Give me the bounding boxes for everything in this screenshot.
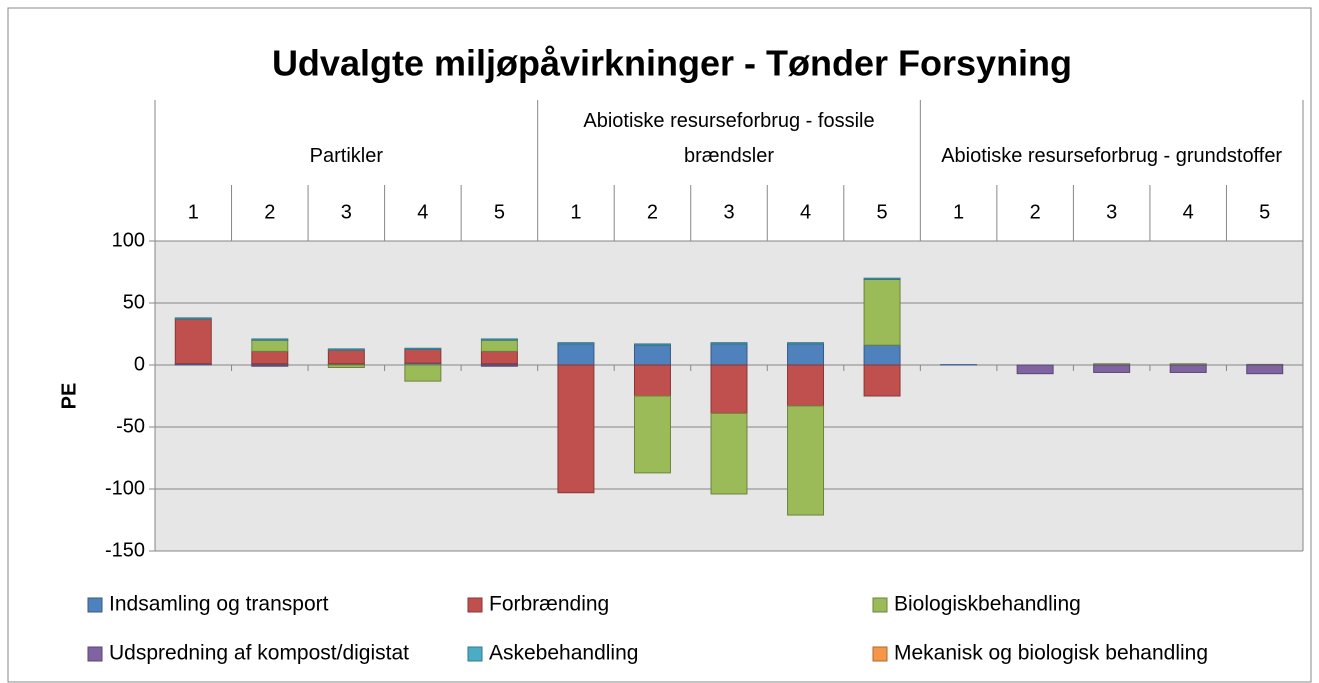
y-tick-label: -100 — [105, 477, 145, 499]
legend-swatch — [872, 646, 888, 662]
legend-label: Askebehandling — [489, 642, 638, 665]
bar-segment — [404, 347, 442, 351]
x-tick-label: 5 — [877, 201, 888, 223]
x-tick-label: 3 — [723, 201, 734, 223]
bar-segment — [327, 364, 365, 368]
legend-swatch — [87, 646, 103, 662]
x-tick-label: 2 — [264, 201, 275, 223]
bar-segment — [787, 364, 825, 407]
bar-segment — [327, 349, 365, 365]
y-axis-label: PE — [58, 383, 80, 410]
x-tick-label: 3 — [1106, 201, 1117, 223]
bar-segment — [251, 339, 289, 352]
legend-swatch — [87, 597, 103, 613]
legend-label: Indsamling og transport — [109, 593, 329, 616]
bar-segment — [480, 364, 518, 367]
legend-swatch — [872, 597, 888, 613]
bar-segment — [174, 317, 212, 320]
bar-segment — [1016, 364, 1054, 375]
bar-segment — [633, 395, 671, 474]
bar-segment — [1246, 364, 1284, 375]
group-label: Abiotiske resurseforbrug - grundstoffer — [941, 145, 1283, 167]
bar-segment — [710, 342, 748, 345]
x-tick-label: 4 — [800, 201, 811, 223]
bar-segment — [710, 364, 748, 414]
bar-segment — [787, 405, 825, 516]
legend-label: Biologiskbehandling — [894, 593, 1081, 616]
bar-segment — [251, 364, 289, 367]
x-tick-label: 2 — [647, 201, 658, 223]
bar-segment — [174, 318, 212, 365]
bar-segment — [404, 364, 442, 382]
bar-segment — [710, 343, 748, 366]
bar-segment — [557, 343, 595, 366]
bar-segment — [633, 364, 671, 397]
y-tick-label: 50 — [123, 291, 145, 313]
bar-segment — [480, 339, 518, 352]
y-tick-label: -150 — [105, 539, 145, 561]
x-tick-label: 2 — [1030, 201, 1041, 223]
x-tick-label: 1 — [570, 201, 581, 223]
bar-segment — [557, 364, 595, 494]
chart-title: Udvalgte miljøpåvirkninger - Tønder Fors… — [272, 43, 1072, 84]
y-tick-label: 0 — [134, 353, 145, 375]
x-tick-label: 1 — [953, 201, 964, 223]
x-tick-label: 5 — [1259, 201, 1270, 223]
bar-segment — [557, 342, 595, 345]
bar-segment — [480, 338, 518, 341]
x-tick-label: 5 — [494, 201, 505, 223]
bar-segment — [633, 344, 671, 366]
bar-segment — [787, 343, 825, 366]
y-tick-label: 100 — [112, 229, 145, 251]
bar-segment — [633, 343, 671, 346]
bar-segment — [251, 350, 289, 365]
bar-segment — [327, 348, 365, 351]
bar-segment — [404, 349, 442, 364]
legend-swatch — [467, 597, 483, 613]
bar-segment — [1093, 364, 1131, 373]
bar-segment — [787, 342, 825, 345]
legend-label: Forbrænding — [489, 593, 609, 616]
bar-segment — [1169, 364, 1207, 373]
bar-segment — [480, 350, 518, 365]
bar-segment — [863, 278, 901, 346]
bar-segment — [710, 412, 748, 495]
bar-segment — [251, 338, 289, 341]
group-label: Abiotiske resurseforbrug - fossile brænd… — [583, 110, 875, 167]
x-tick-label: 4 — [417, 201, 428, 223]
y-tick-label: -50 — [116, 415, 145, 437]
x-tick-label: 3 — [341, 201, 352, 223]
bar-segment — [863, 364, 901, 397]
bar-segment — [863, 344, 901, 366]
group-label: Partikler — [309, 145, 383, 167]
legend-swatch — [467, 646, 483, 662]
x-tick-label: 1 — [188, 201, 199, 223]
legend-label: Mekanisk og biologisk behandling — [894, 642, 1208, 665]
x-tick-label: 4 — [1183, 201, 1194, 223]
legend-label: Udspredning af kompost/digistat — [109, 642, 409, 665]
bar-segment — [863, 277, 901, 280]
